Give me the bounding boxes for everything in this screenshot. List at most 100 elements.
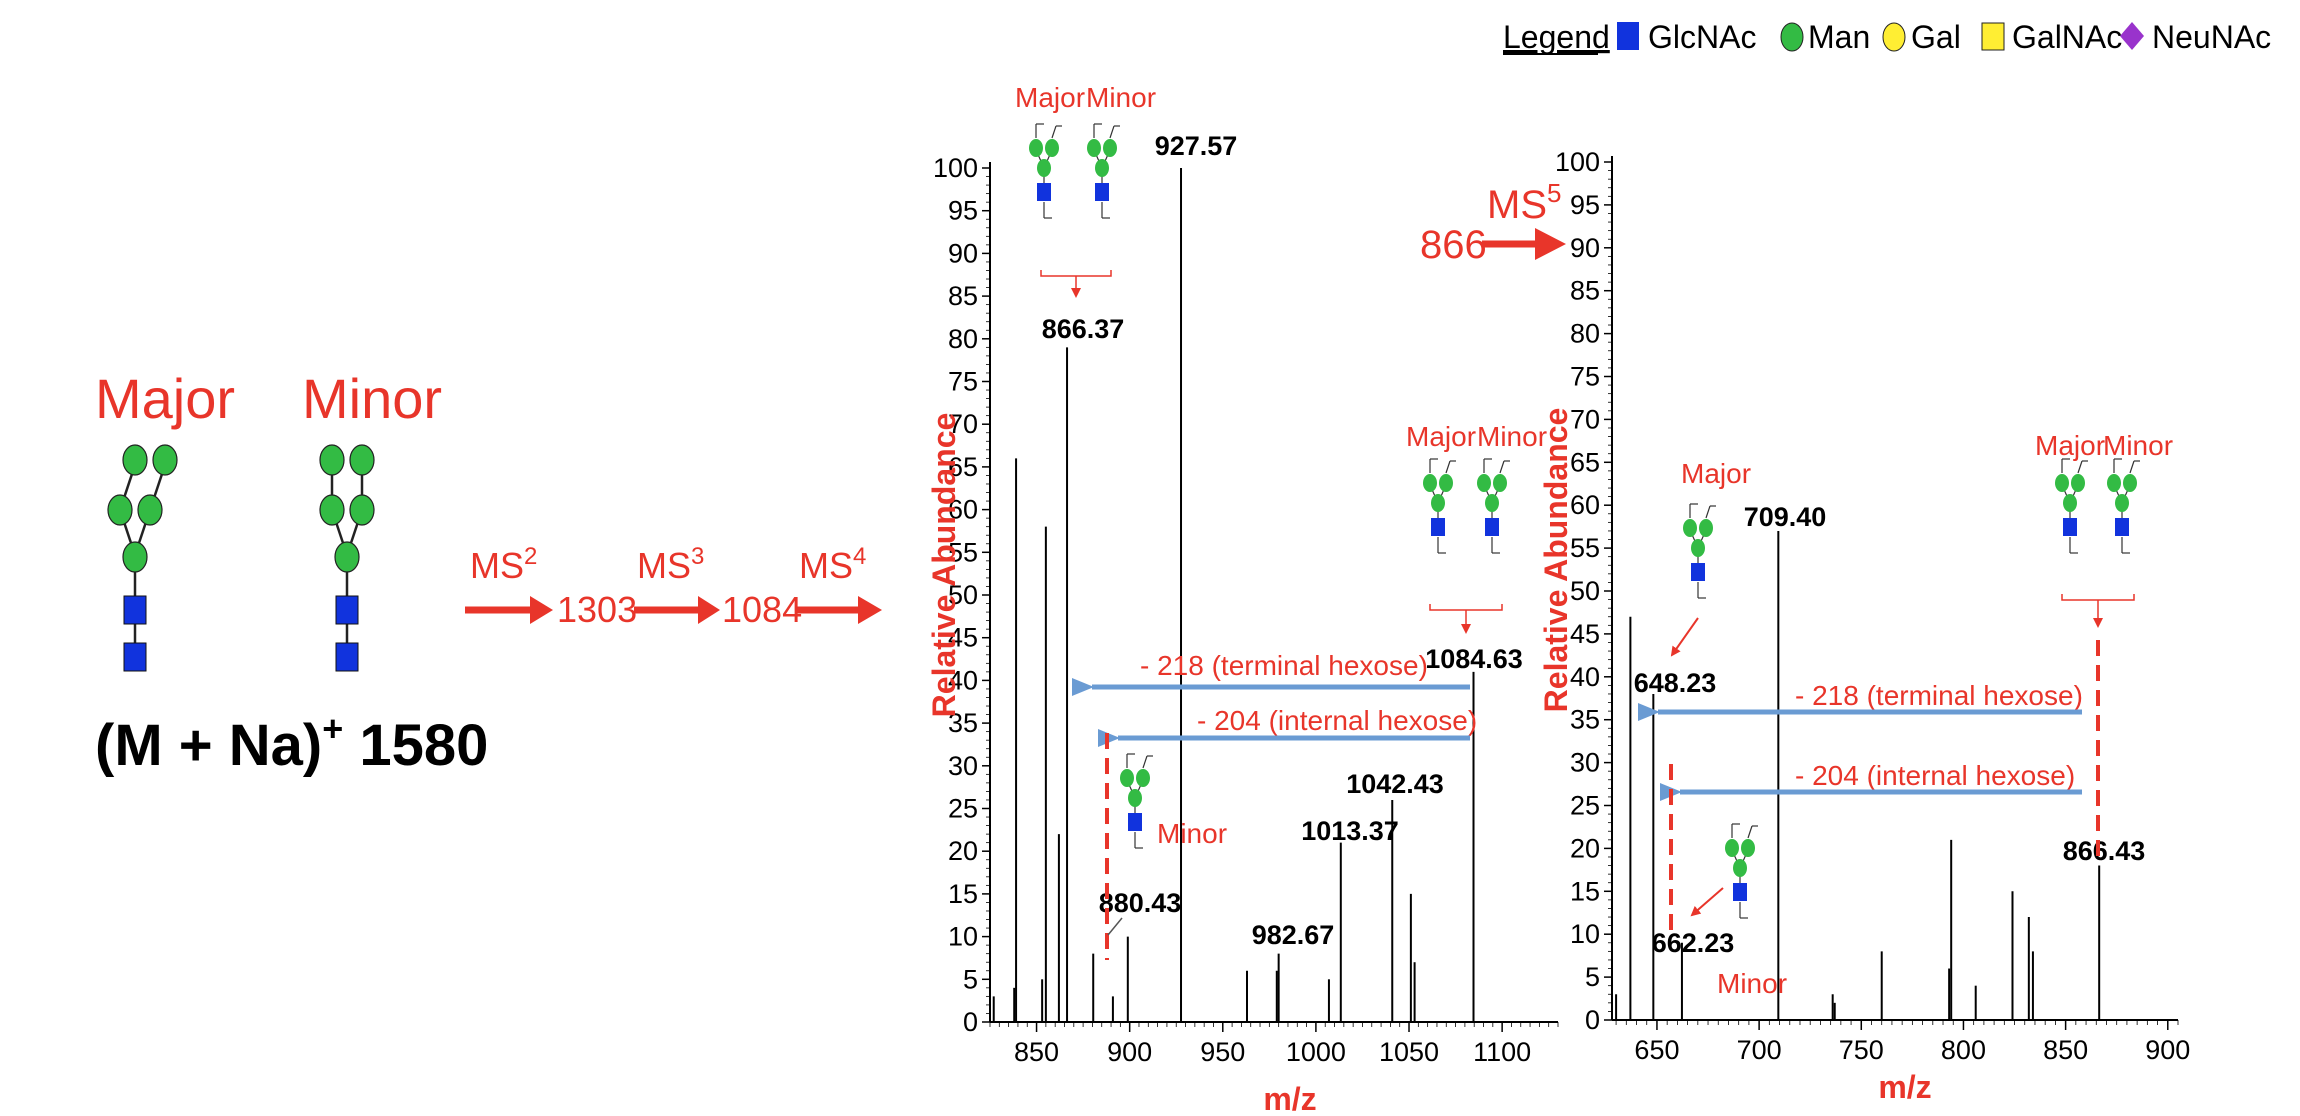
glcnac-icon: [1691, 563, 1705, 581]
y-tick-label: 30: [948, 751, 978, 781]
glcnac-icon: [1485, 518, 1499, 536]
glycan-icon: [2107, 458, 2140, 554]
glcnac-icon: [1095, 183, 1109, 201]
ms5-loss-218-label: - 218 (terminal hexose): [1795, 680, 2083, 711]
x-tick-label: 900: [2145, 1035, 2190, 1065]
y-tick-label: 60: [948, 495, 978, 525]
x-tick-label: 1000: [1286, 1037, 1346, 1067]
man-icon: [1136, 769, 1150, 787]
y-tick-label: 70: [948, 409, 978, 439]
leader-line: [1107, 917, 1123, 936]
ms5-major-fragment-label: Major: [1681, 458, 1751, 489]
man-icon: [1037, 159, 1051, 177]
y-tick-label: 90: [948, 238, 978, 268]
y-tick-label: 60: [1570, 490, 1600, 520]
y-tick-label: 85: [948, 281, 978, 311]
ms3-label: MS3: [637, 543, 704, 586]
ms2-label: MS2: [470, 543, 537, 586]
ms4-spectrum-chart: 0 5 10 15 20 25 30 35 40 45 50 55 60 65 70 75 80 85 90 95 10…: [933, 131, 1559, 1067]
legend-title: Legend: [1503, 19, 1610, 55]
x-tick-label: 850: [2043, 1035, 2088, 1065]
gal-legend-icon: [1882, 22, 1906, 52]
y-tick-label: 5: [963, 964, 978, 994]
peak-label: 982.67: [1252, 920, 1335, 950]
y-tick-label: 80: [1570, 319, 1600, 349]
man-icon: [1477, 474, 1491, 492]
glcnac-icon: [335, 595, 359, 625]
ms4-x-axis-title: m/z: [1263, 1081, 1316, 1116]
ms4-precursor-major: Major: [1406, 421, 1476, 452]
ms5-spectrum-chart: 0 5 10 15 20 25 30 35 40 45 50 55 60 65 70 75 80 85 90 95 10…: [1555, 147, 2190, 1065]
man-icon: [1029, 139, 1043, 157]
glcnac-icon: [123, 595, 147, 625]
peak-label: 927.57: [1155, 131, 1238, 161]
ms5-loss-204-label: - 204 (internal hexose): [1795, 760, 2075, 791]
man-icon: [2115, 494, 2129, 512]
man-icon: [2055, 474, 2069, 492]
x-tick-label: 900: [1107, 1037, 1152, 1067]
minor-glycan-icon: [319, 444, 375, 672]
glcnac-icon: [1128, 813, 1142, 831]
minor-structure-label: Minor: [302, 367, 442, 430]
y-tick-label: 0: [1585, 1005, 1600, 1035]
legend: Legend GlcNAc Man Gal GalNAc NeuNAc: [1503, 19, 2271, 55]
man-icon: [319, 444, 345, 476]
bracket: [1429, 604, 1503, 611]
man-legend-icon: [1780, 22, 1804, 52]
man-icon: [1128, 789, 1142, 807]
man-icon: [1087, 139, 1101, 157]
glycan-icon: [1087, 123, 1120, 219]
man-icon: [2071, 474, 2085, 492]
x-tick-label: 1100: [1473, 1037, 1531, 1067]
ms4-annotations: Major Minor Major Minor - 218 (terminal …: [1015, 82, 1547, 960]
ms4-loss-218-label: - 218 (terminal hexose): [1140, 650, 1428, 681]
y-tick-label: 65: [948, 452, 978, 482]
man-icon: [1493, 474, 1507, 492]
ms4-y-axis-title: Relative Abundance: [926, 413, 962, 718]
man-icon: [1423, 474, 1437, 492]
ms5-y-axis-title: Relative Abundance: [1538, 408, 1574, 713]
neunac-legend-icon: [2120, 22, 2144, 50]
glycan-icon: [1683, 503, 1716, 599]
x-tick-label: 750: [1839, 1035, 1884, 1065]
y-tick-label: 100: [933, 153, 978, 183]
glcnac-icon: [2115, 518, 2129, 536]
man-icon: [334, 541, 360, 573]
x-tick-label: 1050: [1379, 1037, 1439, 1067]
man-icon: [1431, 494, 1445, 512]
y-tick-label: 35: [948, 708, 978, 738]
man-icon: [1045, 139, 1059, 157]
msn-pathway: MS2 1303 MS3 1084 MS4: [465, 543, 882, 630]
glycan-icon: [2055, 458, 2088, 554]
y-tick-label: 70: [1570, 404, 1600, 434]
ms4-header-minor: Minor: [1086, 82, 1156, 113]
peak-label: 1084.63: [1425, 644, 1523, 674]
y-tick-label: 15: [948, 879, 978, 909]
y-tick-label: 75: [948, 367, 978, 397]
man-icon: [2123, 474, 2137, 492]
precursor-ion-label: (M + Na)+ 1580: [95, 708, 488, 778]
peak-label: 648.23: [1634, 668, 1717, 698]
man-icon: [1103, 139, 1117, 157]
y-tick-label: 0: [963, 1007, 978, 1037]
ms5-minor-fragment-label: Minor: [1717, 968, 1787, 999]
y-tick-label: 25: [948, 794, 978, 824]
x-tick-label: 950: [1200, 1037, 1245, 1067]
y-tick-label: 55: [948, 537, 978, 567]
precursor-structures: Major Minor (M + Na)+ 1580: [95, 367, 488, 778]
man-icon: [152, 444, 178, 476]
man-icon: [1733, 859, 1747, 877]
ms5-pathway: MS5 866: [1420, 178, 1566, 267]
glcnac-icon: [1733, 883, 1747, 901]
y-tick-label: 10: [1570, 919, 1600, 949]
y-tick-label: 50: [1570, 576, 1600, 606]
glcnac-icon: [123, 642, 147, 672]
ms4-label: MS4: [799, 543, 866, 586]
y-tick-label: 65: [1570, 447, 1600, 477]
ms5-stage-label: MS5: [1487, 178, 1561, 227]
peak-label: 880.43: [1099, 888, 1182, 918]
glcnac-icon: [1037, 183, 1051, 201]
peak-label: 662.23: [1652, 928, 1735, 958]
ms4-precursor-minor: Minor: [1477, 421, 1547, 452]
